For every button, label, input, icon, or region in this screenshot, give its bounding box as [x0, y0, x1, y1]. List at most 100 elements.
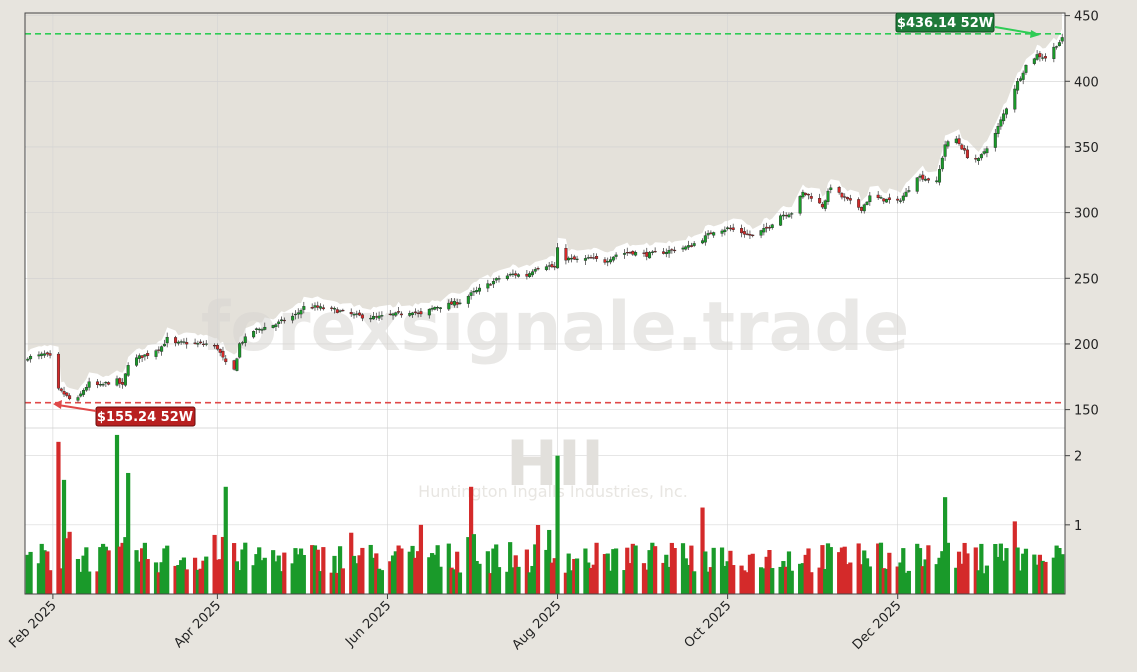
volume-bar	[711, 547, 716, 594]
volume-bar	[789, 570, 794, 594]
volume-bar	[770, 568, 775, 594]
candle-body	[673, 249, 677, 252]
candle-body	[68, 395, 72, 400]
volume-bar	[959, 563, 964, 594]
volume-bar	[1004, 548, 1009, 594]
volume-tick-label: 1	[1074, 519, 1082, 534]
volume-bar	[781, 561, 786, 594]
price-tick-label: 250	[1074, 272, 1099, 287]
volume-bar	[881, 568, 886, 594]
volume-bar	[602, 554, 608, 594]
candle-body	[661, 251, 665, 254]
volume-bar	[878, 542, 884, 594]
candle-body	[146, 353, 150, 356]
candle-body	[299, 310, 303, 315]
candle-body	[556, 247, 560, 269]
volume-bar	[672, 548, 677, 594]
candle-body	[380, 315, 384, 317]
volume-bar	[784, 566, 789, 594]
watermark-symbol: HII	[506, 427, 604, 500]
volume-bar	[232, 543, 237, 594]
candle-body	[43, 353, 47, 356]
volume-bar	[390, 555, 396, 594]
candle-body	[846, 197, 850, 200]
candle-body	[79, 393, 83, 397]
candle-body	[751, 234, 755, 236]
volume-bar	[296, 554, 301, 594]
candle-body	[779, 215, 783, 226]
volume-bar	[337, 546, 343, 594]
candle-body	[885, 199, 889, 203]
volume-bar	[809, 572, 814, 594]
candle-body	[963, 148, 967, 151]
candle-body	[745, 233, 749, 235]
candle-body	[56, 353, 60, 389]
volume-bar	[731, 565, 736, 594]
volume-bar	[806, 548, 811, 594]
candle-body	[829, 187, 833, 190]
candle-body	[76, 397, 80, 401]
volume-bar	[87, 571, 92, 594]
candle-body	[293, 313, 297, 316]
volume-bar	[552, 558, 557, 594]
volume-bar	[608, 570, 613, 594]
candle-body	[374, 316, 378, 318]
candle-body	[553, 265, 557, 268]
candle-body	[653, 250, 657, 253]
volume-bar	[962, 542, 967, 594]
volume-bar	[435, 545, 440, 594]
volume-bar	[1037, 554, 1043, 594]
volume-bar	[298, 548, 304, 594]
volume-bar	[106, 550, 111, 594]
high-52w-label: $436.14 52W	[897, 16, 993, 31]
candle-body	[341, 309, 345, 312]
candle-body	[452, 301, 456, 306]
candle-body	[302, 306, 306, 310]
volume-bar	[544, 549, 549, 594]
volume-bar	[1035, 564, 1040, 594]
volume-bar	[432, 554, 437, 594]
volume-bar	[867, 566, 872, 594]
volume-bar	[123, 537, 128, 594]
volume-bar	[259, 560, 265, 594]
volume-bar	[25, 554, 30, 594]
volume-bar	[75, 558, 81, 594]
volume-bar	[321, 547, 326, 594]
volume-bar	[800, 563, 806, 594]
candle-body	[450, 301, 454, 305]
candle-body	[1035, 54, 1039, 60]
volume-bar	[140, 548, 145, 594]
candle-body	[140, 355, 144, 358]
volume-bar	[666, 566, 672, 594]
volume-bar	[954, 567, 959, 594]
volume-bar	[310, 545, 315, 594]
volume-bar	[555, 455, 560, 594]
candle-body	[924, 178, 928, 181]
candle-body	[221, 350, 225, 358]
candle-body	[1038, 53, 1042, 58]
candle-body	[224, 358, 228, 363]
volume-bar	[689, 545, 694, 594]
volume-bar	[633, 545, 638, 594]
volume-bar	[982, 573, 987, 594]
candle-body	[818, 198, 822, 204]
candle-body	[999, 119, 1003, 127]
candle-body	[313, 305, 317, 308]
candle-body	[583, 258, 587, 261]
candle-body	[126, 365, 130, 376]
volume-bar	[329, 572, 334, 594]
volume-bar	[778, 566, 783, 594]
volume-bar	[669, 542, 674, 594]
candle-body	[419, 311, 423, 315]
volume-bar	[438, 566, 443, 594]
volume-bar	[42, 550, 47, 594]
volume-bar	[591, 564, 596, 594]
candle-body	[938, 169, 942, 183]
volume-bar	[1051, 557, 1056, 594]
volume-bar	[312, 545, 318, 594]
candle-body	[413, 311, 417, 313]
candle-body	[974, 158, 978, 160]
candle-body	[544, 266, 548, 270]
price-area-band	[25, 13, 1063, 391]
volume-bar	[134, 550, 139, 594]
